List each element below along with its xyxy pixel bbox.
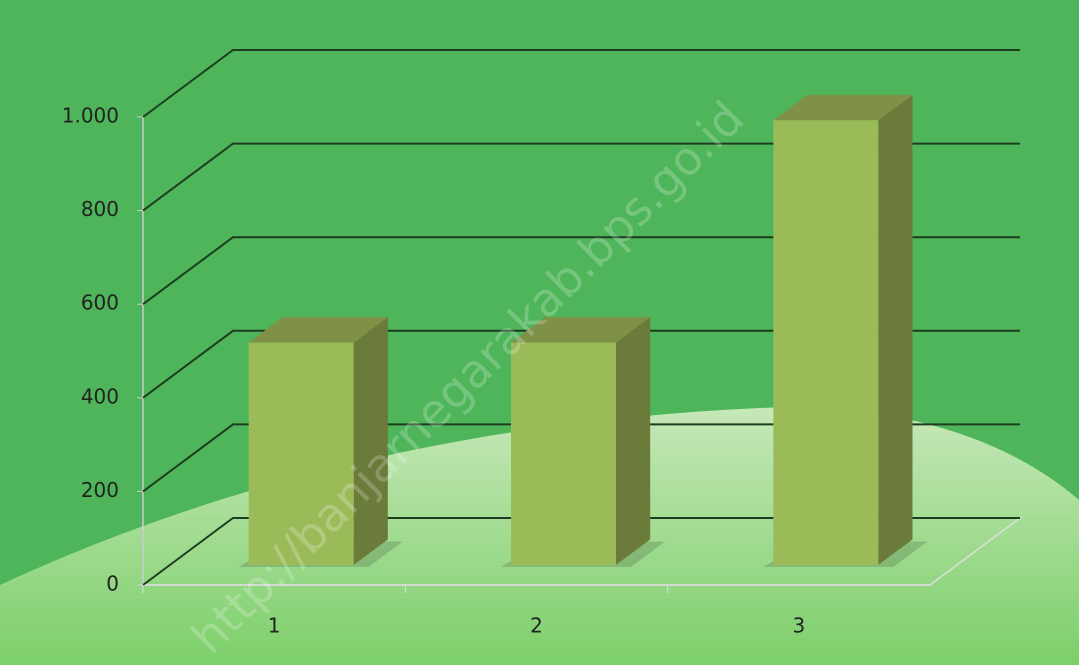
y-tick-label: 1.000 (62, 104, 119, 128)
bar-top (248, 317, 388, 343)
grid-line (142, 142, 1020, 212)
bar (763, 94, 928, 567)
y-tick-label: 800 (81, 197, 119, 221)
grid-line (142, 517, 1020, 586)
bar-side (615, 317, 651, 565)
grid-line (142, 329, 1020, 399)
bar (501, 317, 666, 567)
bar (238, 317, 403, 567)
bar-side (878, 94, 913, 565)
x-tick-label: 2 (530, 614, 543, 638)
y-tick-label: 0 (106, 572, 119, 596)
bar-top (773, 94, 913, 121)
bar-front (511, 342, 616, 565)
y-tick-label: 200 (81, 478, 119, 502)
bar-front (248, 342, 354, 565)
plot-area: 0 200 400 600 800 1.000 1 2 3 (62, 49, 1023, 638)
grid-line (142, 49, 1020, 118)
y-tick-label: 400 (81, 384, 119, 408)
x-tick-label: 3 (792, 614, 805, 638)
bar-top (511, 317, 651, 343)
bar-front (773, 120, 879, 565)
x-tick-label: 1 (268, 614, 281, 638)
bar-side (353, 317, 388, 565)
grid-line (142, 423, 1020, 493)
grid-line (142, 236, 1020, 306)
y-tick-label: 600 (81, 291, 119, 315)
